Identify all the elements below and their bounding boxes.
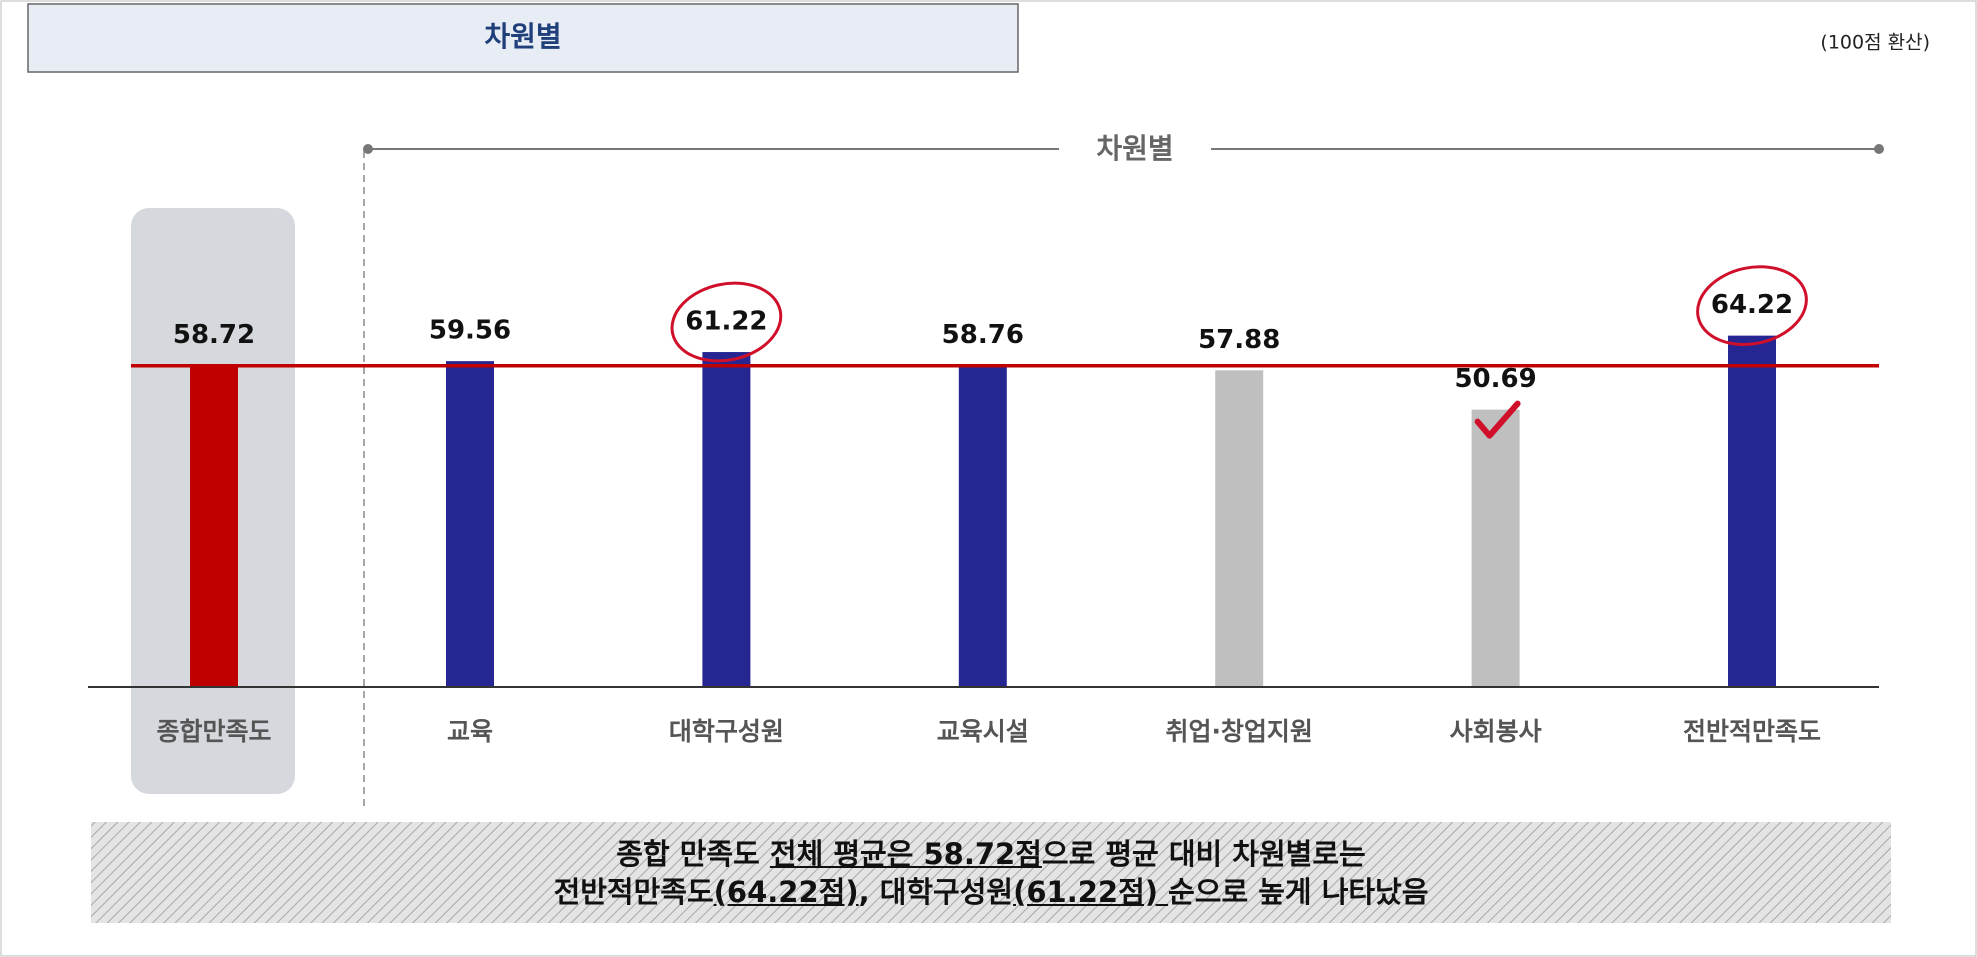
value-label: 58.76 xyxy=(942,320,1024,350)
summary-text: (61.22점) xyxy=(1013,874,1169,909)
chart-title: 차원별 xyxy=(484,20,561,53)
bar xyxy=(1215,370,1264,687)
x-tick-label: 종합만족도 xyxy=(156,717,271,746)
check-mark xyxy=(1474,400,1521,439)
bar xyxy=(446,361,494,687)
x-tick-label: 취업·창업지원 xyxy=(1165,717,1313,746)
x-tick-label: 전반적만족도 xyxy=(1683,717,1821,746)
summary-text: 으로 평균 대비 차원별로는 xyxy=(1041,836,1366,871)
summary-text: , 대학구성원 xyxy=(858,874,1014,909)
group-dot xyxy=(1874,144,1884,154)
highlight-circle xyxy=(670,281,783,363)
value-label: 61.22 xyxy=(685,307,767,337)
highlight-circle xyxy=(1696,265,1808,347)
value-label: 50.69 xyxy=(1454,364,1536,394)
group-dot xyxy=(363,144,373,154)
bar xyxy=(1471,409,1520,687)
x-tick-label: 교육 xyxy=(447,717,493,746)
value-label: 64.22 xyxy=(1711,290,1793,320)
summary-text: 종합 만족도 xyxy=(616,836,770,871)
bar xyxy=(702,352,751,687)
value-label: 59.56 xyxy=(429,316,511,346)
summary: 종합 만족도 전체 평균은 58.72점으로 평균 대비 차원별로는 전반적만족도… xyxy=(91,822,1891,923)
summary-text: 순으로 높게 나타났음 xyxy=(1168,874,1429,909)
value-label: 57.88 xyxy=(1198,325,1280,355)
summary-text: 전반적만족도 xyxy=(553,874,714,909)
x-tick-label: 대학구성원 xyxy=(669,717,784,746)
x-tick-label: 교육시설 xyxy=(937,717,1029,746)
summary-line: 종합 만족도 전체 평균은 58.72점으로 평균 대비 차원별로는 xyxy=(616,835,1365,873)
x-tick-label: 사회봉사 xyxy=(1450,717,1542,746)
value-label: 58.72 xyxy=(173,320,255,350)
bar xyxy=(958,365,1007,687)
bar xyxy=(190,365,238,687)
unit-note: (100점 환산) xyxy=(1820,32,1930,54)
summary-box xyxy=(91,822,1891,923)
summary-text: (64.22점) xyxy=(713,874,859,909)
group-label: 차원별 xyxy=(1096,132,1173,165)
summary-text: 전체 평균은 58.72점 xyxy=(769,836,1042,871)
bar xyxy=(1728,335,1776,687)
summary-line: 전반적만족도(64.22점), 대학구성원(61.22점) 순으로 높게 나타났… xyxy=(554,873,1429,911)
header-box xyxy=(27,3,1019,73)
